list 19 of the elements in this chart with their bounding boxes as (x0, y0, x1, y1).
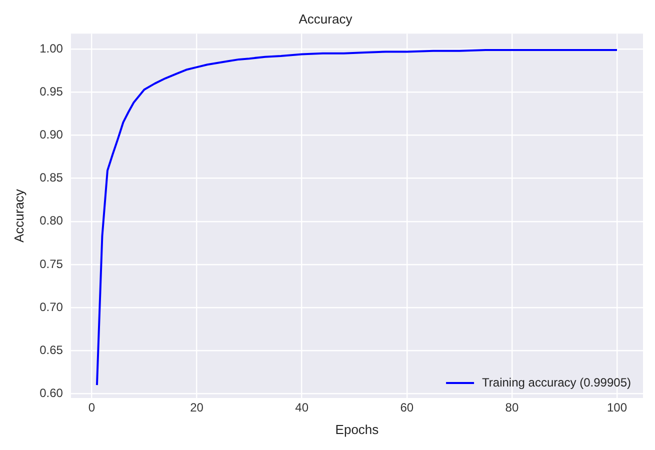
y-tick-label: 1.00 (40, 41, 64, 56)
y-axis-title: Accuracy (11, 188, 26, 243)
x-tick-label: 80 (505, 400, 519, 415)
chart-title: Accuracy (298, 11, 353, 26)
y-tick-label: 0.90 (40, 128, 64, 142)
x-tick-label: 60 (400, 400, 414, 415)
y-tick-label: 0.75 (40, 256, 64, 271)
x-tick-label: 40 (295, 400, 309, 415)
x-axis-title: Epochs (335, 422, 380, 437)
x-tick-label: 100 (606, 400, 628, 415)
x-tick-label: 0 (88, 400, 96, 415)
legend-label: Training accuracy (0.99905) (482, 375, 632, 390)
x-tick-label: 20 (190, 400, 204, 415)
y-tick-label: 0.95 (40, 84, 64, 98)
y-tick-label: 0.70 (40, 300, 64, 314)
y-tick-label: 0.80 (40, 214, 64, 228)
y-tick-label: 0.65 (40, 342, 64, 357)
y-tick-label: 0.60 (40, 386, 64, 400)
y-tick-label: 0.85 (40, 170, 64, 185)
